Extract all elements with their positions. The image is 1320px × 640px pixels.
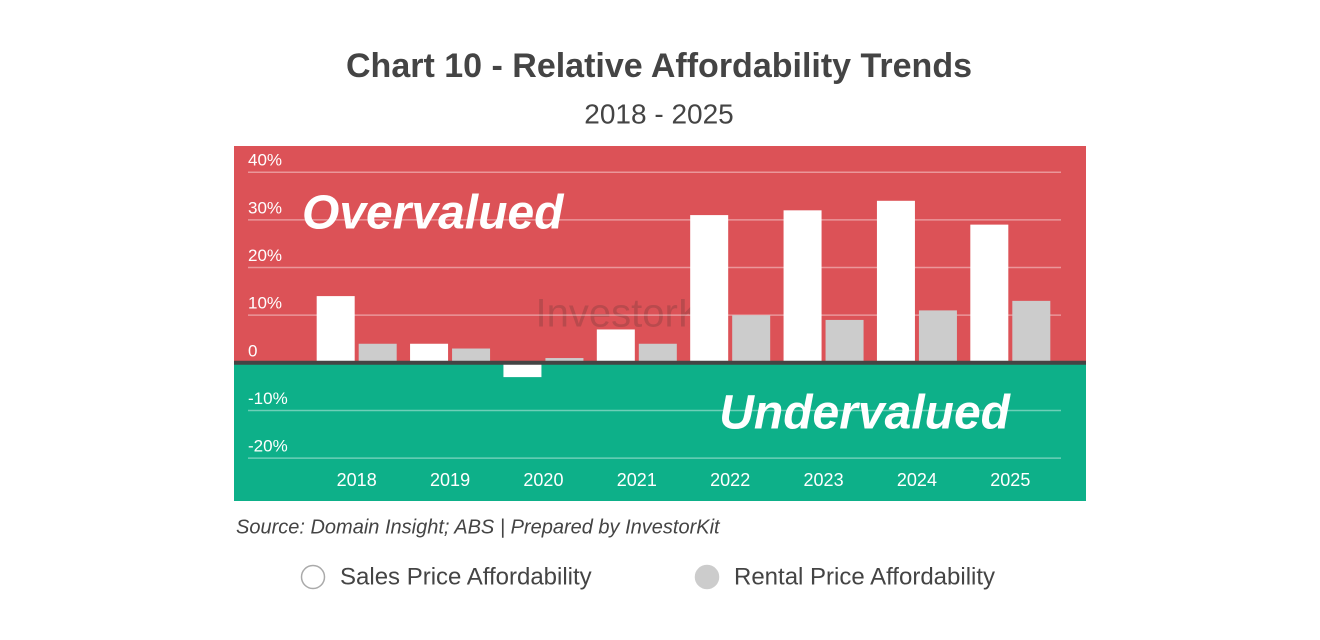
x-tick-label: 2020: [523, 470, 563, 490]
annotation: Overvalued: [302, 187, 565, 240]
y-tick-label: 0: [248, 341, 257, 360]
bar: [732, 315, 771, 363]
y-tick-label: 40%: [248, 151, 282, 170]
chart-subtitle: 2018 - 2025: [584, 98, 733, 129]
bar: [876, 200, 915, 363]
x-tick-label: 2018: [337, 470, 377, 490]
legend-marker: [694, 564, 720, 590]
bar: [410, 343, 449, 363]
chart-title: Chart 10 - Relative Affordability Trends: [346, 47, 972, 85]
bar: [316, 296, 355, 363]
y-tick-label: 20%: [248, 246, 282, 265]
x-tick-label: 2021: [617, 470, 657, 490]
bar: [452, 348, 491, 363]
bar: [545, 358, 584, 363]
y-tick-label: 30%: [248, 198, 282, 217]
source-note: Source: Domain Insight; ABS | Prepared b…: [236, 516, 721, 538]
legend-label: Sales Price Affordability: [340, 563, 592, 590]
annotation: Undervalued: [719, 387, 1011, 440]
x-tick-label: 2019: [430, 470, 470, 490]
bar: [1012, 300, 1051, 363]
bar: [783, 210, 822, 363]
x-tick-label: 2023: [804, 470, 844, 490]
bar: [596, 329, 635, 363]
bar: [358, 343, 397, 363]
bar: [970, 224, 1009, 363]
y-tick-label: 10%: [248, 294, 282, 313]
legend-label: Rental Price Affordability: [734, 563, 995, 590]
y-tick-label: -10%: [248, 389, 288, 408]
bar: [690, 215, 729, 363]
bar: [825, 319, 864, 363]
bar: [918, 310, 957, 363]
x-tick-label: 2025: [990, 470, 1030, 490]
y-tick-label: -20%: [248, 437, 288, 456]
bar: [638, 343, 677, 363]
x-tick-label: 2024: [897, 470, 937, 490]
undervalued-region: [234, 362, 1086, 501]
x-tick-label: 2022: [710, 470, 750, 490]
bar: [503, 362, 542, 378]
legend-marker: [300, 564, 326, 590]
